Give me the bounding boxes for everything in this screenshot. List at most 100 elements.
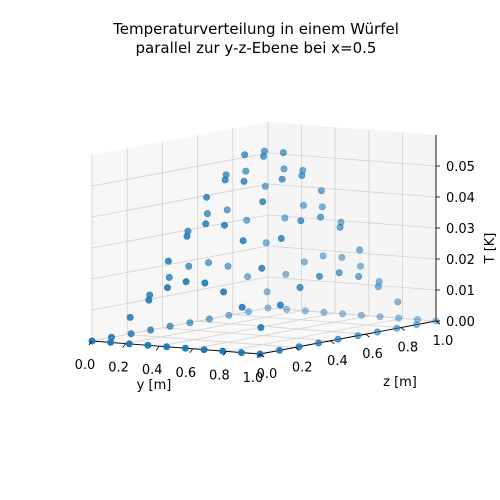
data-point <box>317 187 325 195</box>
data-point <box>395 314 403 322</box>
y-tick-mark <box>365 333 370 338</box>
data-point <box>301 307 309 315</box>
x-tick-label: 0.2 <box>108 361 129 376</box>
z-tick-label: 0.04 <box>446 191 475 206</box>
data-point <box>127 330 135 338</box>
data-point <box>107 338 115 346</box>
data-point <box>238 303 246 311</box>
data-point <box>279 149 287 157</box>
data-point <box>297 217 305 225</box>
x-tick-mark <box>155 345 160 351</box>
y-tick-label: 0.0 <box>257 367 278 382</box>
data-point <box>317 213 325 221</box>
data-point <box>220 288 228 296</box>
data-point <box>275 346 283 354</box>
data-point <box>241 151 249 159</box>
data-point <box>186 319 194 327</box>
x-axis-label: y [m] <box>137 378 172 393</box>
data-point <box>183 232 191 240</box>
x-tick-label: 0.6 <box>175 366 196 381</box>
data-point <box>299 201 307 209</box>
x-tick-label: 0.4 <box>142 363 163 378</box>
data-point <box>182 278 190 286</box>
data-point <box>185 262 193 270</box>
data-point <box>244 273 252 281</box>
y-tick-label: 0.8 <box>397 341 418 356</box>
data-point <box>412 321 420 329</box>
data-point <box>260 152 268 160</box>
data-point <box>203 193 211 201</box>
data-point <box>357 311 365 319</box>
y-tick-mark <box>259 353 265 358</box>
data-point <box>320 308 328 316</box>
data-point <box>205 259 213 267</box>
data-point <box>200 346 208 354</box>
data-point <box>280 165 288 173</box>
data-point <box>262 239 270 247</box>
z-tick-label: 0.02 <box>446 253 475 268</box>
data-point <box>315 272 323 280</box>
data-point <box>336 223 344 231</box>
y-tick-label: 0.4 <box>327 354 348 369</box>
t-gridline <box>91 214 437 249</box>
data-point <box>283 305 291 313</box>
data-point <box>165 273 173 281</box>
data-point <box>263 288 271 296</box>
data-point <box>281 214 289 222</box>
data-point <box>164 284 172 292</box>
data-point <box>261 182 269 190</box>
data-points <box>88 147 440 358</box>
data-point <box>355 272 363 280</box>
data-point <box>237 349 245 357</box>
data-point <box>147 326 155 334</box>
data-point <box>126 313 134 321</box>
data-point <box>356 246 364 254</box>
data-point <box>277 235 285 243</box>
y-tick-label: 1.0 <box>433 334 454 349</box>
data-point <box>354 332 362 340</box>
chart-title-line-1: Temperaturverteilung in einem Würfel <box>112 20 399 38</box>
data-point <box>259 198 267 206</box>
z-tick-label: 0.03 <box>446 222 475 237</box>
data-point <box>338 253 346 261</box>
x-tick-label: 0.0 <box>75 358 96 373</box>
data-point <box>334 335 342 343</box>
data-point <box>240 177 248 185</box>
z-tick-label: 0.00 <box>446 315 475 330</box>
data-point <box>394 298 402 306</box>
y-tick-mark <box>400 327 406 331</box>
data-point <box>298 172 306 180</box>
data-point <box>318 203 326 211</box>
z-axis-label: T [K] <box>483 233 498 265</box>
y-axis-line <box>259 320 437 355</box>
data-point <box>205 315 213 323</box>
data-point <box>335 269 343 277</box>
data-point <box>221 176 229 184</box>
data-point <box>239 237 247 245</box>
y-axis-label: z [m] <box>383 375 417 390</box>
x-tick-mark <box>223 351 227 356</box>
x-tick-label: 0.8 <box>209 368 230 383</box>
data-point <box>243 216 251 224</box>
x-tick-label: 1.0 <box>243 371 264 386</box>
x-tick-mark <box>189 348 194 354</box>
t-gridline <box>91 245 437 280</box>
data-point <box>145 296 153 304</box>
y-tick-label: 0.2 <box>292 360 313 375</box>
data-point <box>164 257 172 265</box>
x-tick-mark <box>122 343 126 348</box>
t-gridline <box>91 183 437 218</box>
data-point <box>374 283 382 291</box>
data-point <box>181 344 189 352</box>
data-point <box>166 322 174 330</box>
data-point <box>203 210 211 218</box>
data-point <box>201 279 209 287</box>
data-point <box>282 270 290 278</box>
data-point <box>300 258 308 266</box>
data-point <box>376 313 384 321</box>
data-point <box>242 167 250 175</box>
y-tick-mark <box>294 347 300 351</box>
data-point <box>278 175 286 183</box>
data-point <box>319 252 327 260</box>
